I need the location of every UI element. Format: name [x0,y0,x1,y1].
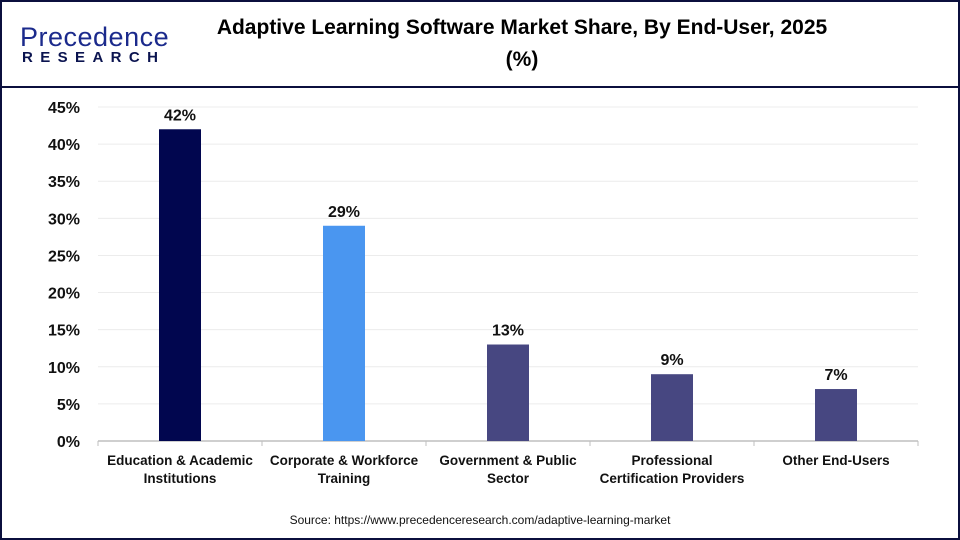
data-label: 13% [492,323,524,340]
data-label: 29% [328,204,360,221]
y-tick-label: 35% [48,174,80,191]
x-tick-label: Government & Public [439,453,577,468]
bar [815,389,857,441]
y-tick-label: 40% [48,137,80,154]
y-tick-label: 10% [48,360,80,377]
bar [323,225,365,441]
x-tick-label: Certification Providers [600,471,745,486]
logo-subtitle: RESEARCH [22,49,166,66]
data-label: 42% [164,107,196,124]
y-tick-label: 25% [48,248,80,265]
y-tick-label: 5% [57,397,80,414]
y-tick-label: 30% [48,211,80,228]
bar [487,344,529,441]
logo: Precedence RESEARCH [20,24,169,66]
bar [651,374,693,441]
logo-wordmark: Precedence [20,22,170,52]
chart-title: Adaptive Learning Software Market Share,… [216,16,828,71]
header: Precedence RESEARCH Adaptive Learning So… [2,2,958,88]
x-tick-label: Other End-Users [782,453,889,468]
x-tick-label: Training [318,471,371,486]
bar [159,129,201,441]
x-tick-label: Education & Academic [107,453,253,468]
data-label: 7% [824,367,847,384]
x-tick-label: Professional [631,453,712,468]
y-tick-label: 20% [48,286,80,303]
source-note: Source: https://www.precedenceresearch.c… [289,513,671,527]
data-label: 9% [660,352,683,369]
y-tick-label: 0% [57,434,80,451]
x-tick-label: Sector [487,471,530,486]
x-tick-label: Corporate & Workforce [270,453,419,468]
y-tick-label: 15% [48,323,80,340]
y-tick-label: 45% [48,100,80,117]
x-tick-label: Institutions [144,471,217,486]
